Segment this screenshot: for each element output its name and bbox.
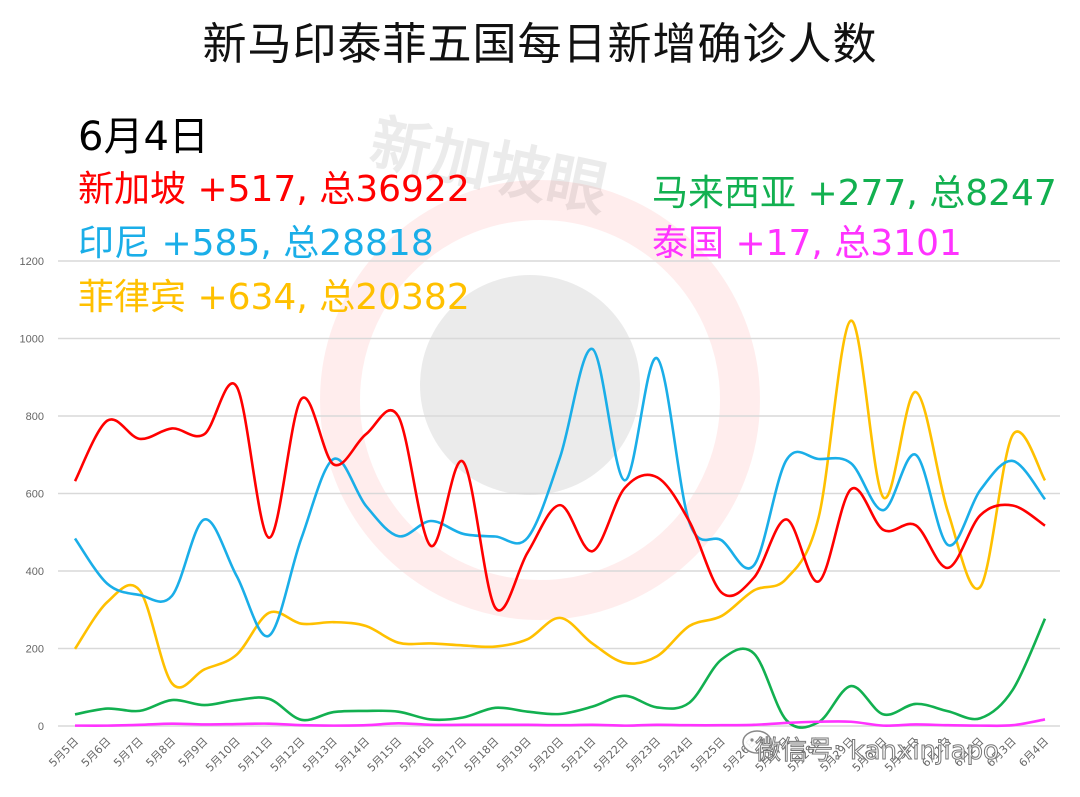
x-tick-label: 5月10日 [203, 735, 243, 775]
y-tick-label: 200 [26, 644, 44, 656]
series-line-新加坡 [73, 382, 1046, 612]
x-tick-label: 5月16日 [397, 735, 437, 775]
stat-singapore: 新加坡 +517, 总36922 [78, 169, 470, 210]
stat-indonesia: 印尼 +585, 总28818 [78, 223, 434, 264]
y-tick-label: 1200 [20, 256, 44, 268]
stat-malaysia: 马来西亚 +277, 总8247 [652, 173, 1057, 214]
watermark-logo [320, 180, 760, 620]
x-tick-label: 5月15日 [365, 735, 405, 775]
x-tick-label: 5月12日 [268, 735, 308, 775]
y-axis-ticks: 0 200 400 600 800 1000 1200 [20, 256, 44, 733]
series-line-印尼 [73, 347, 1047, 638]
report-date: 6月4日 [78, 114, 209, 160]
series-lines [73, 319, 1047, 729]
chart-title: 新马印泰菲五国每日新增确诊人数 [202, 19, 878, 70]
x-tick-label: 5月18日 [462, 735, 502, 775]
x-tick-label: 5月22日 [591, 735, 631, 775]
x-tick-label: 5月13日 [300, 735, 340, 775]
x-tick-label: 5月14日 [333, 735, 373, 775]
stat-philippines: 菲律宾 +634, 总20382 [78, 277, 470, 318]
x-tick-label: 5月8日 [143, 735, 178, 770]
x-tick-label: 5月25日 [688, 735, 728, 775]
x-tick-label: 5月5日 [46, 735, 81, 770]
wechat-watermark: 微信号: kanxinjiapo [755, 736, 1000, 767]
x-tick-label: 5月11日 [236, 735, 276, 775]
series-line-泰国 [74, 718, 1046, 728]
y-grid [58, 260, 1060, 727]
x-tick-label: 5月19日 [494, 735, 534, 775]
x-tick-label: 6月4日 [1016, 735, 1051, 770]
x-tick-label: 5月23日 [624, 735, 664, 775]
x-tick-label: 5月21日 [559, 735, 599, 775]
x-tick-label: 5月6日 [79, 735, 114, 770]
y-tick-label: 400 [26, 566, 44, 578]
x-tick-label: 5月20日 [527, 735, 567, 775]
series-line-菲律宾 [73, 319, 1047, 689]
y-tick-label: 0 [38, 721, 44, 733]
y-tick-label: 800 [26, 411, 44, 423]
y-tick-label: 600 [26, 489, 44, 501]
series-line-马来西亚 [74, 618, 1047, 729]
wechat-icon [742, 730, 772, 754]
x-tick-label: 5月24日 [656, 735, 696, 775]
stat-thailand: 泰国 +17, 总3101 [652, 223, 962, 264]
x-tick-label: 5月7日 [111, 735, 146, 770]
x-tick-label: 5月17日 [430, 735, 470, 775]
y-tick-label: 1000 [20, 334, 44, 346]
